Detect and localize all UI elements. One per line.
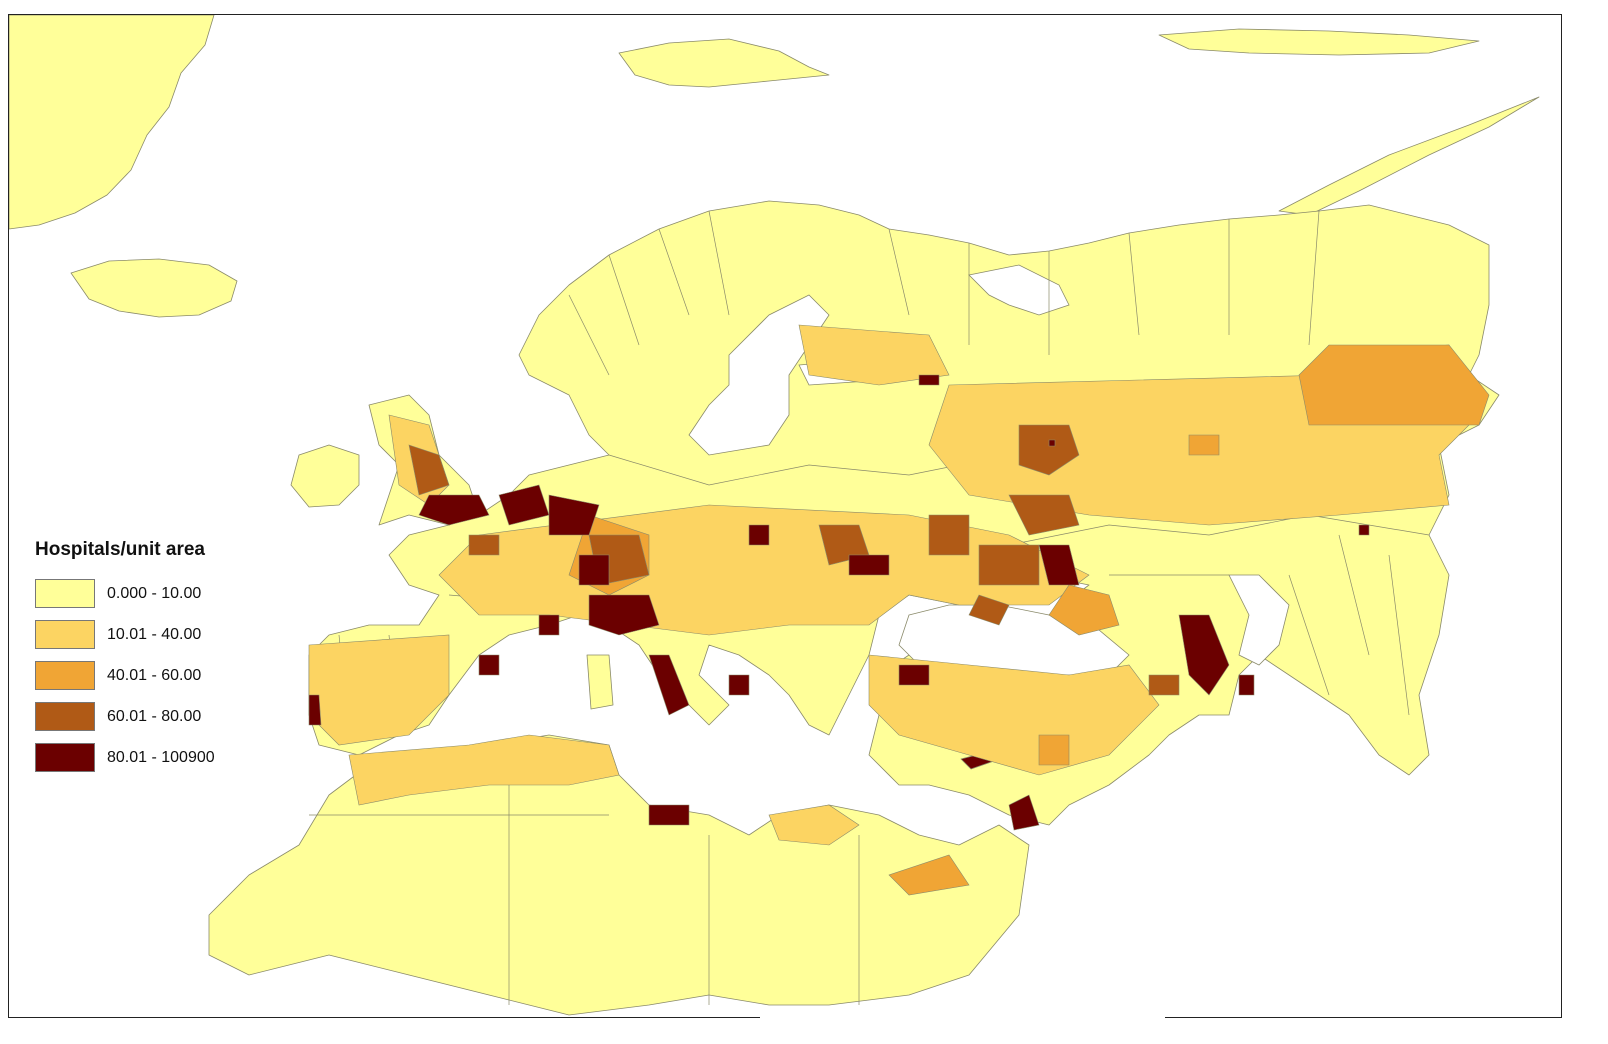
density-class-4-regions (408, 424, 1180, 696)
legend-swatch (35, 661, 95, 690)
legend-item: 80.01 - 100900 (31, 737, 261, 778)
legend-item: 10.01 - 40.00 (31, 614, 261, 655)
iceland-landmass (70, 258, 238, 318)
legend-label: 10.01 - 40.00 (107, 625, 202, 643)
legend-label: 60.01 - 80.00 (107, 707, 202, 725)
white-sea (968, 264, 1070, 316)
legend-item: 60.01 - 80.00 (31, 696, 261, 737)
legend-label: 0.000 - 10.00 (107, 584, 202, 602)
frame-gap (760, 1014, 1165, 1022)
svalbard-landmass (618, 38, 830, 88)
baltic-sea (688, 294, 830, 456)
franz-josef-landmass (1158, 28, 1480, 56)
legend-swatch (35, 743, 95, 772)
legend-item: 0.000 - 10.00 (31, 573, 261, 614)
novaya-zemlya-landmass (1278, 96, 1540, 216)
legend-label: 40.01 - 60.00 (107, 666, 202, 684)
legend-swatch (35, 620, 95, 649)
map-frame: Hospitals/unit area 0.000 - 10.00 10.01 … (8, 14, 1562, 1018)
legend-label: 80.01 - 100900 (107, 748, 215, 766)
legend-swatch (35, 579, 95, 608)
choropleth-map (9, 15, 1540, 1016)
map-legend: Hospitals/unit area 0.000 - 10.00 10.01 … (31, 539, 261, 778)
legend-item: 40.01 - 60.00 (31, 655, 261, 696)
density-class-5-regions (308, 374, 1370, 831)
legend-title: Hospitals/unit area (35, 539, 205, 560)
ireland-landmass (290, 444, 360, 508)
greenland-landmass (9, 15, 215, 230)
legend-swatch (35, 702, 95, 731)
sardinia-landmass (586, 654, 614, 710)
caspian-sea (1228, 574, 1290, 666)
